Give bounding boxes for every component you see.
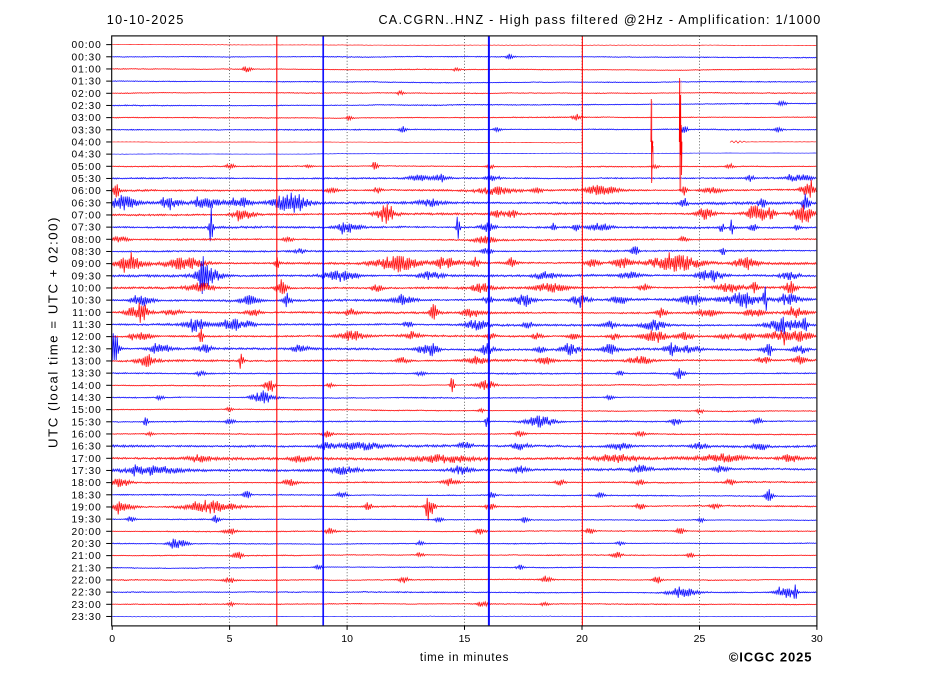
svg-text:10-10-2025: 10-10-2025 [107, 13, 185, 27]
svg-text:20:30: 20:30 [72, 539, 102, 550]
svg-text:0: 0 [109, 633, 115, 645]
svg-text:17:30: 17:30 [72, 466, 102, 477]
svg-text:18:00: 18:00 [72, 478, 102, 489]
svg-text:15:30: 15:30 [72, 417, 102, 428]
svg-text:10: 10 [341, 633, 353, 645]
svg-text:02:30: 02:30 [72, 101, 102, 112]
svg-text:16:00: 16:00 [72, 430, 102, 441]
svg-text:15:00: 15:00 [72, 405, 102, 416]
svg-text:19:00: 19:00 [72, 503, 102, 514]
svg-text:18:30: 18:30 [72, 490, 102, 501]
svg-text:16:30: 16:30 [72, 442, 102, 453]
svg-text:01:00: 01:00 [72, 65, 102, 76]
svg-text:CA.CGRN..HNZ - High pass filte: CA.CGRN..HNZ - High pass filtered @2Hz -… [378, 13, 821, 27]
svg-text:17:00: 17:00 [72, 454, 102, 465]
svg-text:01:30: 01:30 [72, 77, 102, 88]
svg-text:22:00: 22:00 [72, 576, 102, 587]
svg-text:©ICGC 2025: ©ICGC 2025 [729, 650, 813, 665]
svg-text:10:00: 10:00 [72, 284, 102, 295]
svg-text:08:00: 08:00 [72, 235, 102, 246]
svg-text:05:30: 05:30 [72, 174, 102, 185]
svg-text:20:00: 20:00 [72, 527, 102, 538]
svg-text:03:00: 03:00 [72, 113, 102, 124]
svg-text:04:00: 04:00 [72, 138, 102, 149]
svg-text:25: 25 [694, 633, 706, 645]
svg-text:UTC (local time = UTC + 02:00): UTC (local time = UTC + 02:00) [46, 216, 61, 448]
svg-text:00:30: 00:30 [72, 52, 102, 63]
svg-text:12:30: 12:30 [72, 344, 102, 355]
svg-text:05:00: 05:00 [72, 162, 102, 173]
svg-text:08:30: 08:30 [72, 247, 102, 258]
svg-text:time in minutes: time in minutes [420, 652, 509, 664]
svg-text:11:30: 11:30 [72, 320, 102, 331]
svg-text:30: 30 [811, 633, 823, 645]
svg-text:13:30: 13:30 [72, 369, 102, 380]
svg-text:21:30: 21:30 [72, 563, 102, 574]
svg-text:19:30: 19:30 [72, 515, 102, 526]
svg-text:02:00: 02:00 [72, 89, 102, 100]
svg-text:00:00: 00:00 [72, 40, 102, 51]
svg-text:11:00: 11:00 [72, 308, 102, 319]
svg-text:12:00: 12:00 [72, 332, 102, 343]
svg-text:04:30: 04:30 [72, 150, 102, 161]
svg-text:14:00: 14:00 [72, 381, 102, 392]
svg-text:15: 15 [459, 633, 471, 645]
svg-text:14:30: 14:30 [72, 393, 102, 404]
svg-text:13:00: 13:00 [72, 357, 102, 368]
svg-text:5: 5 [227, 633, 233, 645]
svg-text:06:00: 06:00 [72, 186, 102, 197]
svg-text:09:30: 09:30 [72, 271, 102, 282]
svg-text:06:30: 06:30 [72, 198, 102, 209]
svg-text:21:00: 21:00 [72, 551, 102, 562]
svg-text:23:30: 23:30 [72, 612, 102, 623]
svg-text:03:30: 03:30 [72, 125, 102, 136]
svg-text:20: 20 [576, 633, 588, 645]
svg-text:22:30: 22:30 [72, 588, 102, 599]
svg-text:23:00: 23:00 [72, 600, 102, 611]
svg-text:07:00: 07:00 [72, 211, 102, 222]
svg-text:07:30: 07:30 [72, 223, 102, 234]
svg-text:10:30: 10:30 [72, 296, 102, 307]
svg-text:09:00: 09:00 [72, 259, 102, 270]
